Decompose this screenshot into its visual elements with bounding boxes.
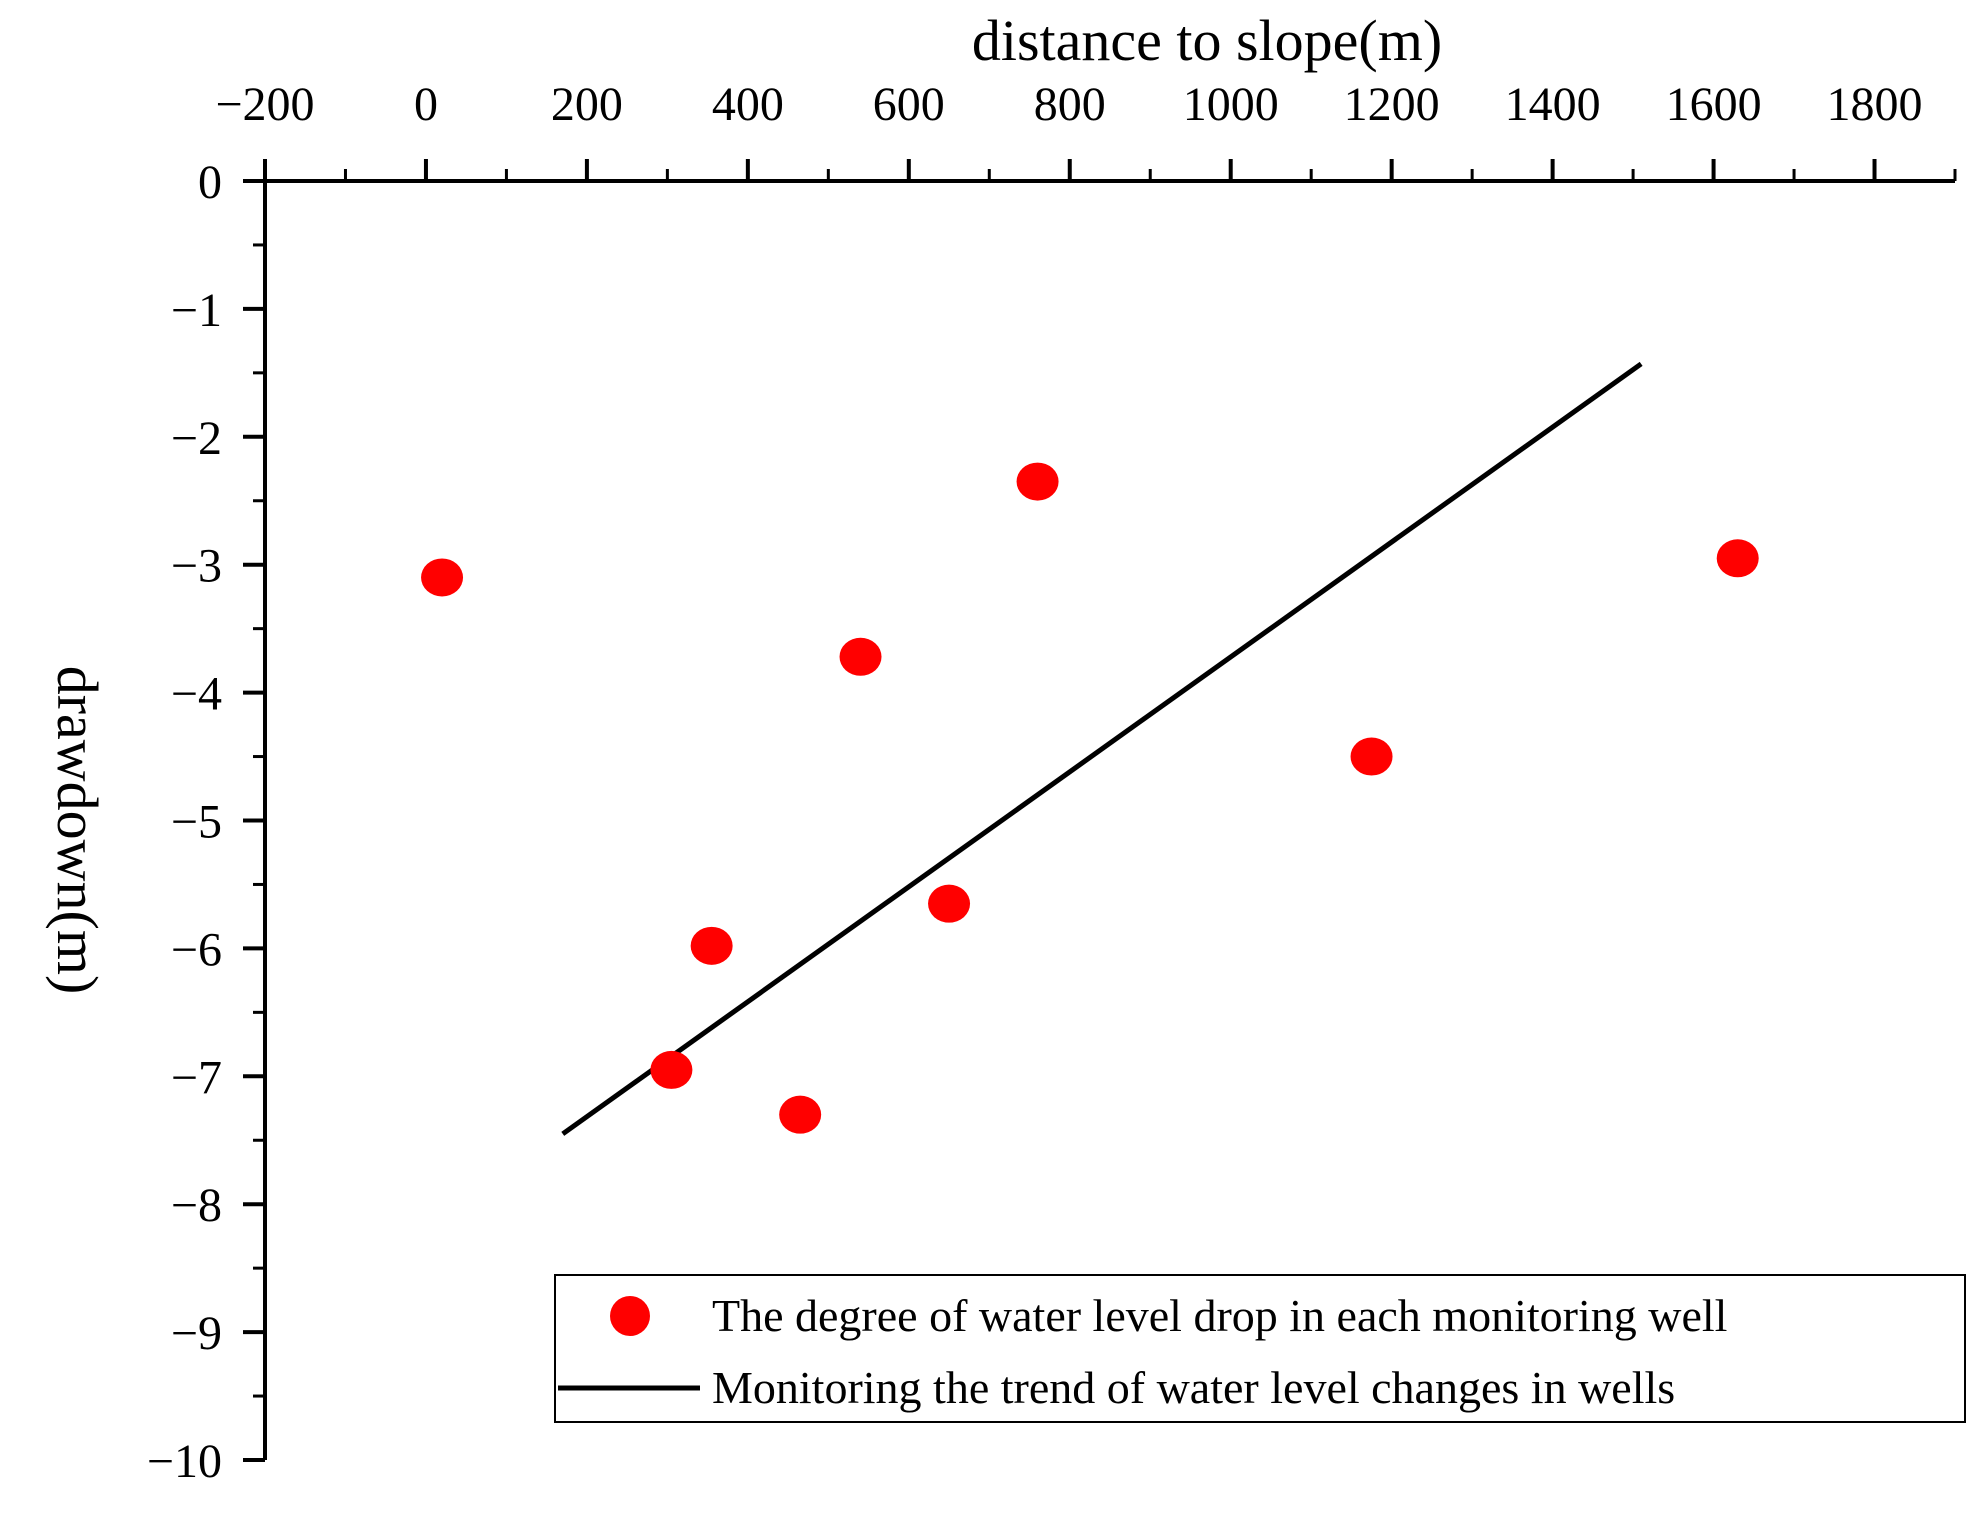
x-tick-label: 1200	[1344, 78, 1440, 131]
x-tick-label: 200	[551, 78, 623, 131]
y-tick-label: −10	[147, 1435, 222, 1488]
legend-marker-points	[610, 1296, 650, 1336]
data-point	[690, 926, 733, 965]
legend-label-trend-line: Monitoring the trend of water level chan…	[712, 1362, 1675, 1413]
x-tick-label: 600	[873, 78, 945, 131]
y-tick-label: −7	[171, 1051, 222, 1104]
x-axis: −200 0 200 400 600 800 1000 1200 1400 1600 1800	[215, 78, 1957, 183]
y-axis: 0 −1 −2 −3 −4 −5 −6 −7 −8 −9 −10	[147, 156, 267, 1488]
data-point	[928, 884, 971, 923]
data-point	[1350, 737, 1393, 776]
x-tick-label: 1600	[1666, 78, 1762, 131]
y-axis-title: drawdown(m)	[45, 666, 110, 995]
y-tick-label: −5	[171, 796, 222, 849]
x-tick-label: 0	[414, 78, 438, 131]
trend-line-layer	[561, 361, 1643, 1136]
x-axis-title: distance to slope(m)	[972, 8, 1442, 73]
data-points-layer	[421, 462, 1759, 1134]
y-tick-label: −3	[171, 540, 222, 593]
data-point	[839, 637, 882, 676]
y-tick-label: −2	[171, 412, 222, 465]
legend-label-points: The degree of water level drop in each m…	[712, 1290, 1727, 1341]
y-tick-label: −4	[171, 668, 222, 721]
y-tick-label: −1	[171, 284, 222, 337]
legend-box	[554, 1274, 1966, 1423]
y-tick-label: −8	[171, 1179, 222, 1232]
x-tick-label: 400	[712, 78, 784, 131]
x-tick-label: −200	[215, 78, 314, 131]
data-point	[1716, 539, 1759, 578]
x-tick-label: 1800	[1827, 78, 1923, 131]
data-point	[421, 558, 464, 597]
y-tick-label: 0	[198, 156, 222, 209]
x-tick-label: 1000	[1183, 78, 1279, 131]
y-tick-label: −6	[171, 923, 222, 976]
trend-line	[561, 361, 1643, 1136]
data-point	[779, 1095, 822, 1134]
data-point	[1016, 462, 1059, 501]
x-tick-label: 800	[1034, 78, 1106, 131]
legend: The degree of water level drop in each m…	[554, 1274, 1966, 1423]
x-tick-label: 1400	[1505, 78, 1601, 131]
y-tick-label: −9	[171, 1307, 222, 1360]
data-point	[650, 1050, 693, 1089]
